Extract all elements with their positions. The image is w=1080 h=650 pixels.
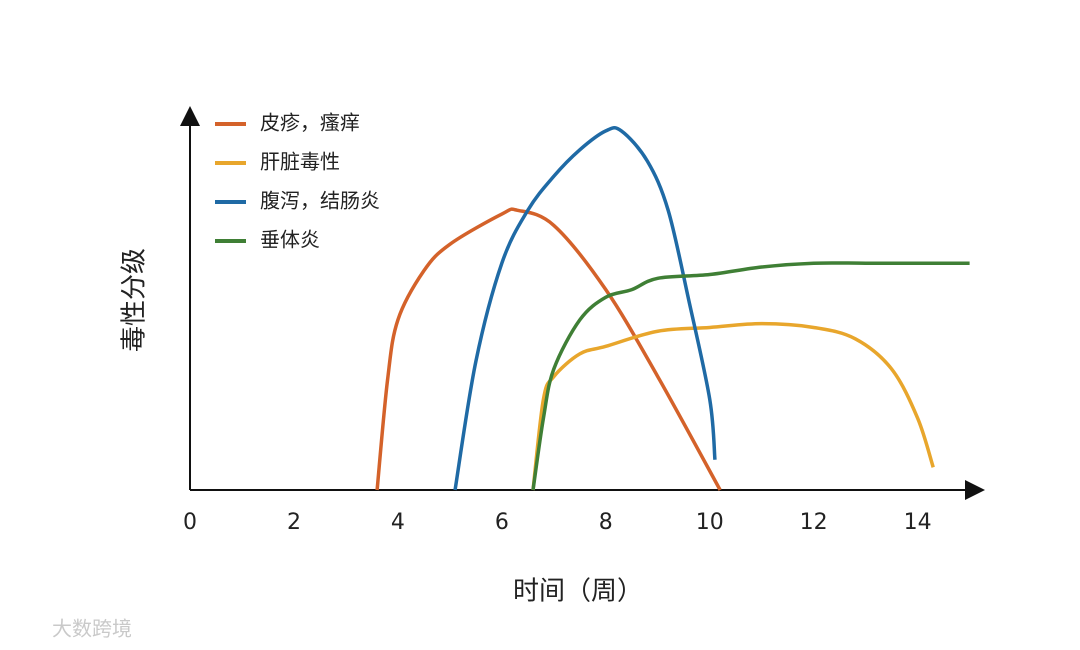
x-tick-label: 2 — [287, 510, 301, 535]
x-axis-label: 时间（周） — [513, 577, 643, 607]
legend-label: 垂体炎 — [260, 228, 320, 252]
line-series — [453, 126, 717, 491]
x-tick-label: 14 — [904, 510, 932, 535]
x-tick-label: 12 — [800, 510, 828, 535]
x-tick-label: 0 — [183, 510, 197, 535]
line-series — [531, 261, 970, 491]
legend-label: 腹泻，结肠炎 — [260, 189, 380, 213]
watermark: 大数跨境 — [52, 617, 132, 641]
x-tick-label: 4 — [391, 510, 405, 535]
x-tick-label: 6 — [495, 510, 509, 535]
legend-label: 皮疹，瘙痒 — [260, 111, 360, 135]
y-axis-label: 毒性分级 — [120, 248, 150, 352]
x-tick-label: 10 — [696, 510, 724, 535]
x-tick-label: 8 — [599, 510, 613, 535]
legend-label: 肝脏毒性 — [260, 150, 340, 174]
line-series — [375, 207, 722, 491]
line-series — [531, 321, 935, 491]
